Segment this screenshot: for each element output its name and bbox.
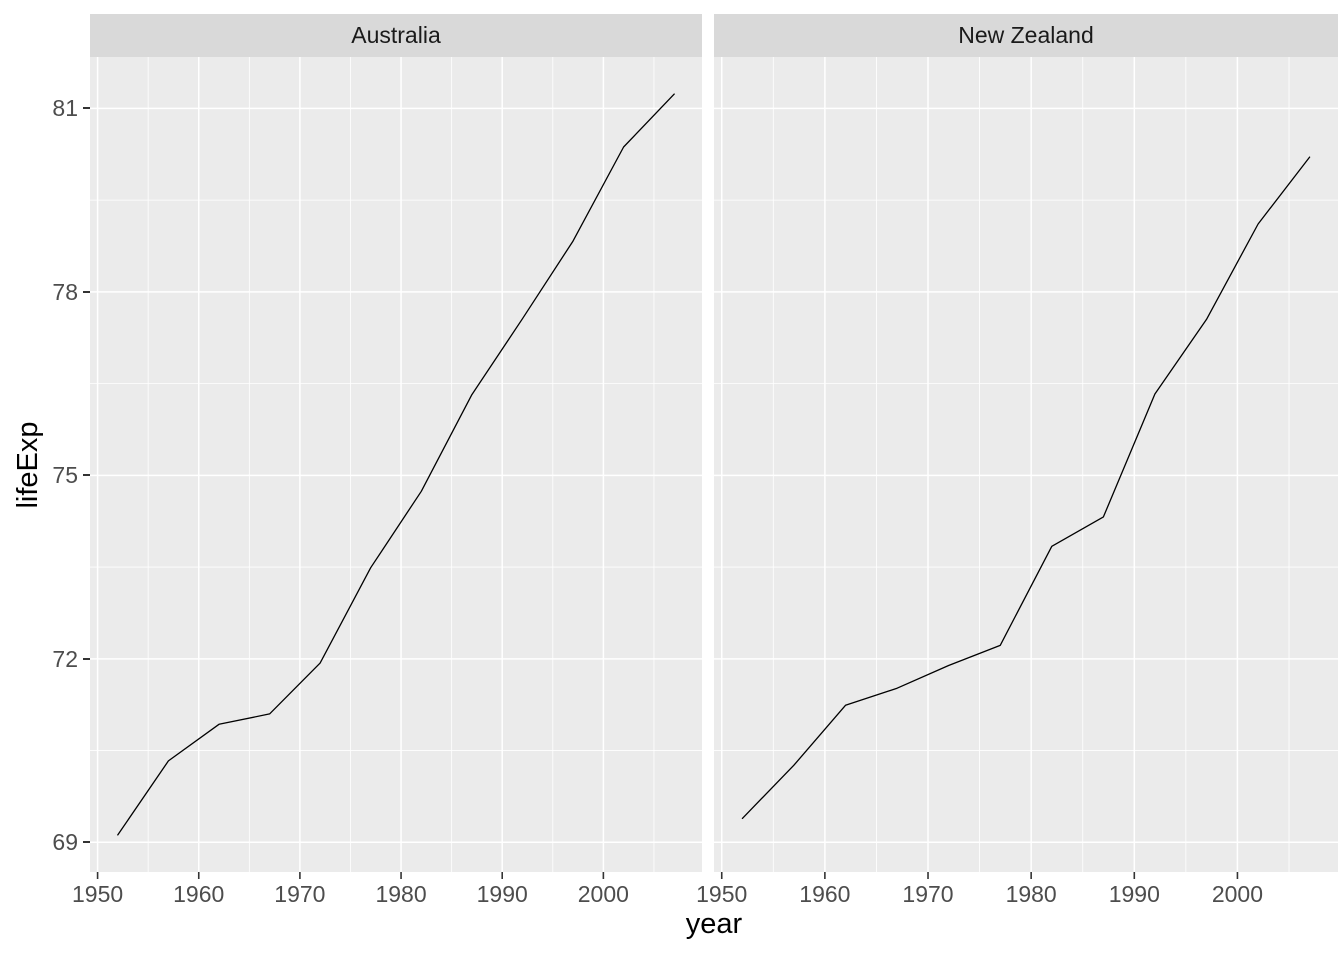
facet-strip-new-zealand: New Zealand (714, 14, 1338, 57)
y-axis-title: lifeExp (12, 421, 44, 509)
y-tick-label: 78 (52, 278, 78, 305)
x-tick-label: 1970 (274, 881, 326, 907)
series-line-australia (117, 93, 675, 836)
y-tick-label: 75 (52, 462, 78, 489)
y-tick-label: 69 (52, 829, 78, 856)
x-axis-title: year (685, 908, 743, 940)
y-tick-mark (83, 474, 90, 477)
y-tick-mark (83, 841, 90, 844)
x-tick-label: 1960 (799, 881, 851, 907)
plot-panel-new-zealand (714, 57, 1338, 879)
x-tick-label: 1950 (71, 881, 124, 907)
x-tick-label: 1960 (173, 881, 225, 907)
series-line-new-zealand (741, 156, 1311, 820)
y-tick-label: 81 (52, 95, 78, 122)
plot-panel-australia (90, 57, 702, 879)
x-tick-label: 1980 (375, 881, 427, 907)
x-tick-label: 2000 (577, 881, 629, 907)
panel-background (714, 57, 1338, 872)
x-tick-label: 1990 (1108, 881, 1160, 907)
panel-background (90, 57, 702, 872)
x-tick-label: 1970 (902, 881, 954, 907)
facet-strip-label: Australia (351, 22, 441, 48)
facet-strip-australia: Australia (90, 14, 702, 57)
x-tick-label: 1950 (696, 881, 748, 907)
y-tick-mark (83, 290, 90, 293)
y-tick-mark (83, 107, 90, 110)
y-tick-label: 72 (52, 645, 78, 672)
x-tick-label: 2000 (1211, 881, 1264, 907)
facet-strip-label: New Zealand (958, 22, 1094, 48)
y-tick-mark (83, 657, 90, 660)
x-tick-label: 1980 (1005, 881, 1057, 907)
x-tick-label: 1990 (476, 881, 528, 907)
